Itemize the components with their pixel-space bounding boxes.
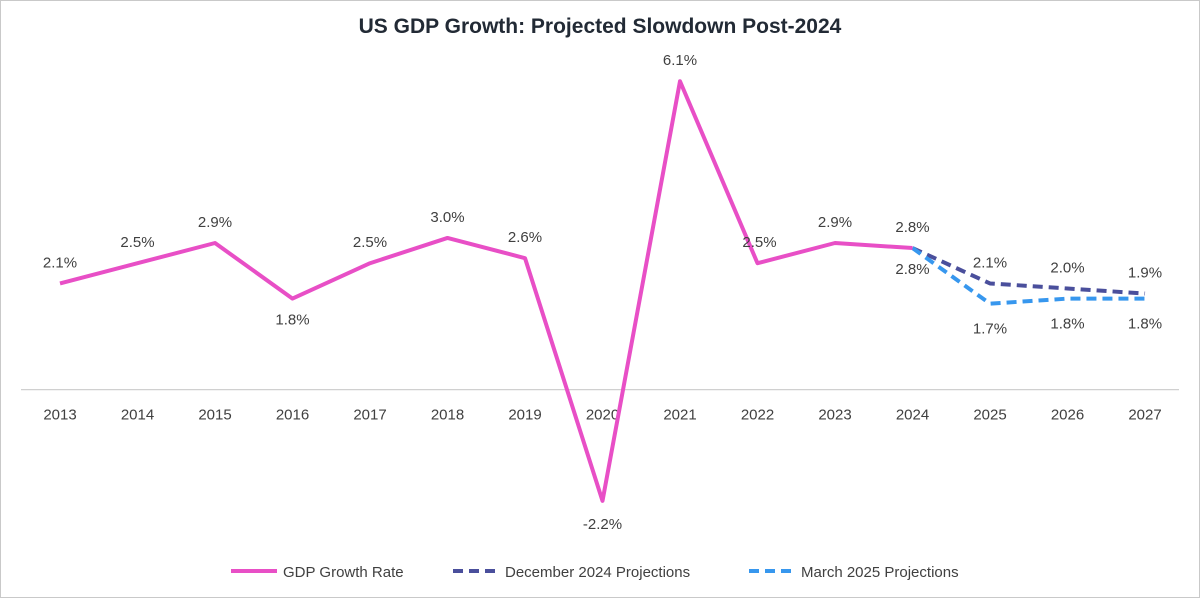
data-label: 2.5%: [120, 234, 154, 251]
x-tick-label: 2026: [1051, 407, 1084, 424]
data-label: 2.5%: [742, 234, 776, 251]
data-label: 2.5%: [353, 234, 387, 251]
x-tick-label: 2014: [121, 407, 154, 424]
x-tick-label: 2015: [198, 407, 231, 424]
data-label: 2.8%: [895, 219, 929, 236]
series-line: [911, 246, 1145, 306]
x-tick-label: 2023: [818, 407, 851, 424]
x-tick-label: 2022: [741, 407, 774, 424]
legend-label: December 2024 Projections: [505, 564, 690, 581]
data-label: 2.0%: [1050, 260, 1084, 277]
x-tick-label: 2027: [1128, 407, 1161, 424]
data-label: 1.8%: [1050, 316, 1084, 333]
data-label: 6.1%: [663, 52, 697, 69]
data-label: 1.8%: [1128, 316, 1162, 333]
data-label: 2.1%: [43, 254, 77, 271]
legend-label: GDP Growth Rate: [283, 564, 404, 581]
x-tick-label: 2021: [663, 407, 696, 424]
series-line: [59, 79, 913, 503]
x-tick-label: 2018: [431, 407, 464, 424]
x-tick-label: 2024: [896, 407, 929, 424]
data-label: -2.2%: [583, 516, 622, 533]
x-tick-label: 2020: [586, 407, 619, 424]
data-label: 2.9%: [818, 214, 852, 231]
data-label: 2.6%: [508, 229, 542, 246]
x-tick-label: 2017: [353, 407, 386, 424]
data-label: 2.8%: [895, 261, 929, 278]
x-tick-label: 2019: [508, 407, 541, 424]
chart-title: US GDP Growth: Projected Slowdown Post-2…: [358, 15, 842, 38]
data-label: 1.7%: [973, 321, 1007, 338]
data-label: 3.0%: [430, 209, 464, 226]
data-label: 1.8%: [275, 312, 309, 329]
x-tick-label: 2013: [43, 407, 76, 424]
data-label: 1.9%: [1128, 265, 1162, 282]
legend-label: March 2025 Projections: [801, 564, 959, 581]
data-label: 2.1%: [973, 254, 1007, 271]
x-tick-label: 2016: [276, 407, 309, 424]
x-tick-label: 2025: [973, 407, 1006, 424]
series-line: [911, 246, 1146, 296]
data-label: 2.9%: [198, 214, 232, 231]
